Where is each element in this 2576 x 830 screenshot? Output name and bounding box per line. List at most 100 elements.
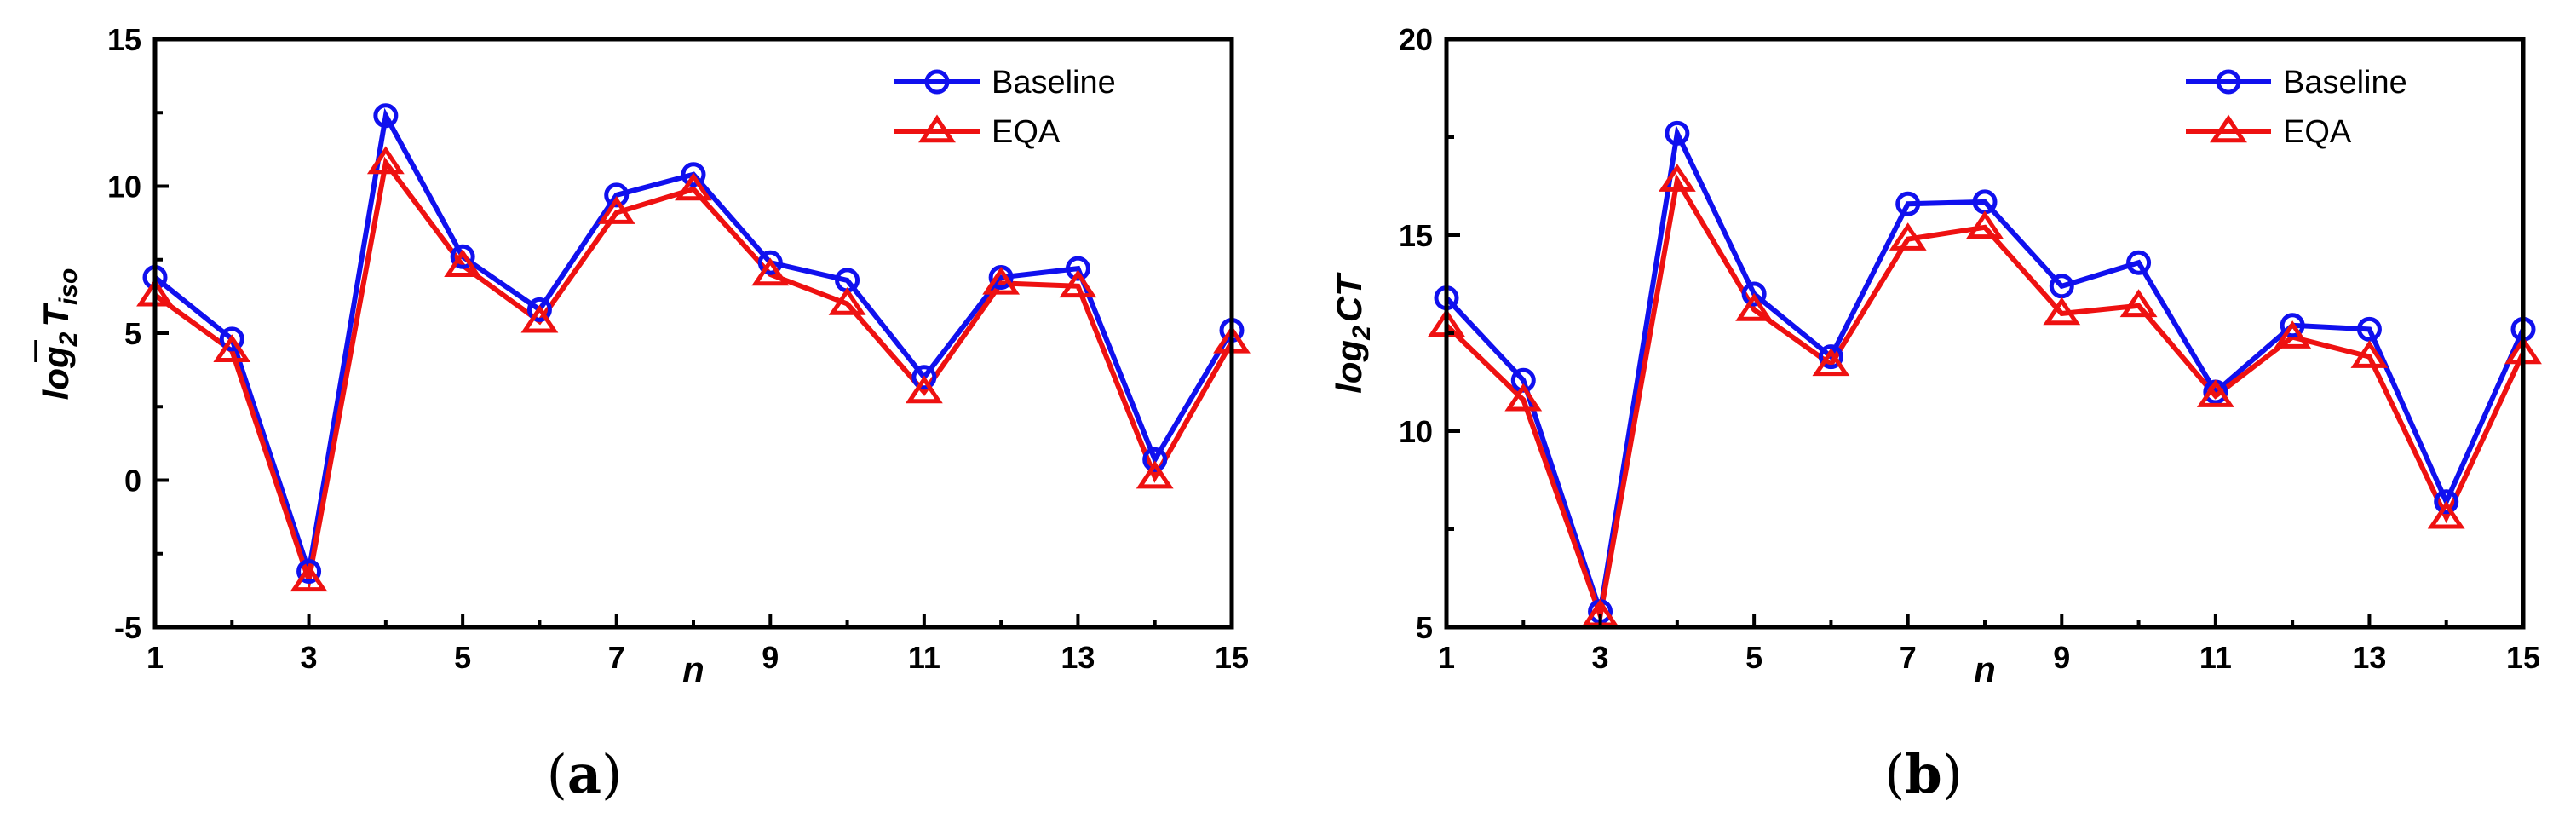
y-tick-label: 0 bbox=[124, 464, 141, 499]
data-point-baseline bbox=[681, 162, 706, 187]
x-tick-label: 9 bbox=[2053, 640, 2070, 675]
x-tick-label: 15 bbox=[2506, 640, 2540, 675]
data-point-eqa bbox=[520, 304, 559, 333]
series-line-baseline bbox=[1444, 124, 2526, 613]
caption-b: (b) bbox=[1884, 743, 1963, 805]
x-tick-label: 1 bbox=[147, 640, 164, 675]
data-point-eqa bbox=[2350, 340, 2389, 368]
y-tick-label: 5 bbox=[124, 316, 141, 351]
data-point-baseline bbox=[2126, 250, 2152, 275]
x-tick-label: 15 bbox=[1215, 640, 1249, 675]
series-line-eqa bbox=[1444, 173, 2526, 625]
data-point-baseline bbox=[296, 558, 322, 584]
x-tick-label: 1 bbox=[1438, 640, 1455, 675]
data-point-baseline bbox=[1065, 256, 1090, 281]
y-title-log: log bbox=[1329, 340, 1369, 394]
data-point-baseline bbox=[373, 103, 399, 129]
legend-marker-eqa bbox=[2210, 114, 2247, 143]
data-point-baseline bbox=[2280, 313, 2305, 338]
data-point-eqa bbox=[905, 375, 943, 404]
data-point-eqa bbox=[675, 172, 712, 201]
data-point-eqa bbox=[1812, 348, 1850, 377]
caption-close: ) bbox=[601, 743, 622, 805]
y-tick-label: 20 bbox=[1399, 22, 1433, 57]
legend-marker-baseline bbox=[2216, 69, 2241, 95]
caption-letter: a bbox=[567, 743, 601, 805]
data-point-baseline bbox=[450, 244, 475, 269]
y-tick-label: 10 bbox=[107, 170, 141, 205]
x-tick-label: 7 bbox=[608, 640, 625, 675]
plot-marks-b bbox=[1428, 120, 2542, 627]
data-point-baseline bbox=[1665, 120, 1690, 146]
y-title-symbol: CT bbox=[1329, 272, 1369, 322]
legend-label-baseline: Baseline bbox=[992, 65, 1116, 101]
data-point-eqa bbox=[2119, 289, 2158, 318]
x-tick-label: 9 bbox=[762, 640, 779, 675]
data-point-baseline bbox=[1142, 447, 1168, 472]
data-point-baseline bbox=[1895, 191, 1921, 216]
data-point-baseline bbox=[526, 297, 552, 322]
legend-label-eqa: EQA bbox=[992, 114, 1061, 150]
caption-a: (a) bbox=[547, 743, 623, 805]
data-point-eqa bbox=[213, 334, 251, 362]
y-tick-label: -5 bbox=[114, 610, 141, 645]
series-line-eqa bbox=[153, 156, 1234, 591]
x-tick-label: 3 bbox=[1592, 640, 1609, 675]
legend-marker-eqa bbox=[918, 114, 956, 143]
data-point-baseline bbox=[1818, 344, 1843, 370]
data-point-eqa bbox=[1059, 269, 1097, 298]
x-tick-label: 5 bbox=[1745, 640, 1762, 675]
y-axis-title-a: log2 Tiso bbox=[36, 268, 83, 401]
y-title-base-sub: 2 bbox=[1348, 326, 1376, 341]
y-tick-label: 5 bbox=[1416, 610, 1433, 645]
legend-label-eqa: EQA bbox=[2283, 114, 2352, 150]
x-tick-label: 11 bbox=[908, 640, 940, 675]
data-point-baseline bbox=[757, 250, 783, 275]
x-axis-title-b: n bbox=[1974, 649, 1996, 689]
caption-close: ) bbox=[1942, 743, 1963, 805]
y-tick-label: 10 bbox=[1399, 414, 1433, 449]
data-point-eqa bbox=[1658, 164, 1696, 192]
data-point-eqa bbox=[1136, 460, 1174, 489]
data-point-eqa bbox=[751, 257, 790, 286]
data-point-eqa bbox=[1735, 292, 1774, 321]
caption-letter: b bbox=[1905, 743, 1941, 805]
x-tick-label: 5 bbox=[454, 640, 471, 675]
data-point-eqa bbox=[366, 146, 405, 175]
legend-marker-baseline bbox=[924, 69, 950, 95]
x-tick-label: 3 bbox=[301, 640, 318, 675]
data-point-baseline bbox=[2434, 489, 2459, 515]
data-point-baseline bbox=[604, 182, 630, 208]
legend-a: Baseline EQA bbox=[894, 65, 1116, 150]
x-axis-title-a: n bbox=[682, 649, 704, 689]
x-tick-label: 13 bbox=[2352, 640, 2386, 675]
data-point-eqa bbox=[1504, 383, 1543, 412]
caption-open: ( bbox=[547, 743, 567, 805]
caption-open: ( bbox=[1884, 743, 1905, 805]
data-point-eqa bbox=[290, 563, 328, 592]
data-point-eqa bbox=[2427, 500, 2465, 529]
x-tick-label: 13 bbox=[1061, 640, 1095, 675]
data-point-eqa bbox=[1966, 210, 2004, 239]
data-point-eqa bbox=[2043, 297, 2081, 326]
y-tick-label: 15 bbox=[1399, 218, 1433, 253]
data-point-eqa bbox=[444, 249, 482, 277]
data-point-baseline bbox=[1741, 281, 1767, 307]
data-point-eqa bbox=[982, 266, 1021, 295]
data-point-baseline bbox=[219, 326, 244, 352]
data-point-eqa bbox=[2274, 320, 2312, 349]
legend-label-baseline: Baseline bbox=[2283, 65, 2407, 101]
data-point-eqa bbox=[828, 287, 866, 315]
y-tick-label: 15 bbox=[107, 22, 141, 57]
x-tick-label: 7 bbox=[1900, 640, 1917, 675]
y-title-base-sub: 2 bbox=[55, 331, 83, 347]
y-axis-title-b: log2 CT bbox=[1329, 272, 1376, 394]
data-point-eqa bbox=[1889, 222, 1927, 251]
y-title-symbol-sub: iso bbox=[55, 268, 83, 305]
data-point-eqa bbox=[2196, 379, 2234, 407]
